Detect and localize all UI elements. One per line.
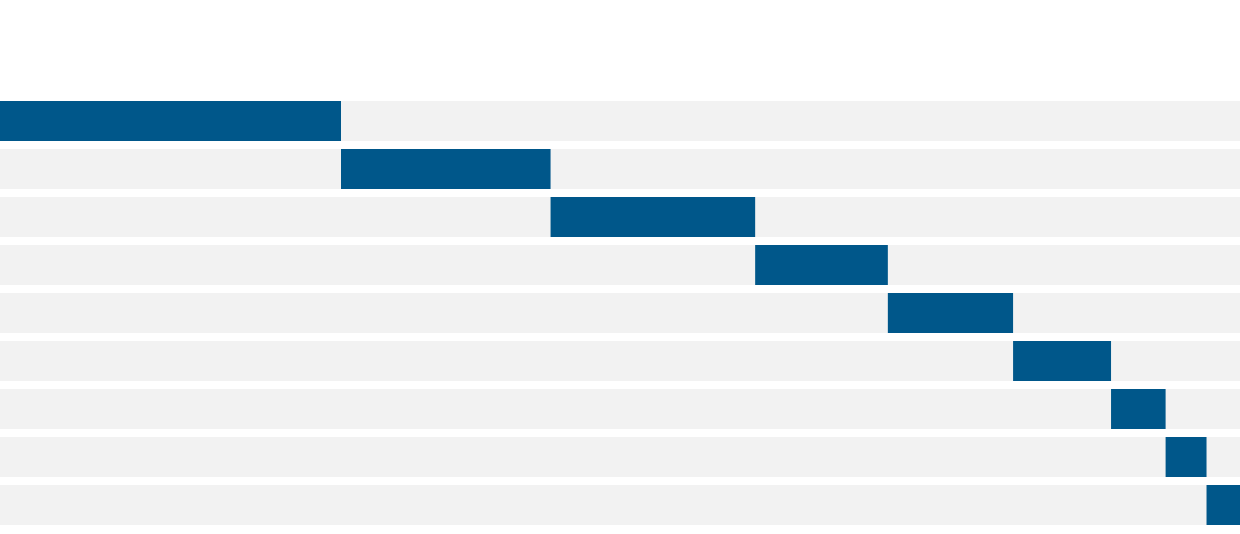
bar (887, 293, 1014, 333)
bar (341, 149, 551, 189)
bar (550, 197, 756, 237)
row-track (0, 245, 1240, 285)
bar (1206, 485, 1240, 525)
row-track (0, 485, 1240, 525)
bar (755, 245, 888, 285)
bar (1013, 341, 1112, 381)
bar (0, 101, 341, 141)
bar (1111, 389, 1166, 429)
row-track (0, 293, 1240, 333)
row-track (0, 149, 1240, 189)
row-track (0, 389, 1240, 429)
bar (1165, 437, 1207, 477)
row-track (0, 437, 1240, 477)
